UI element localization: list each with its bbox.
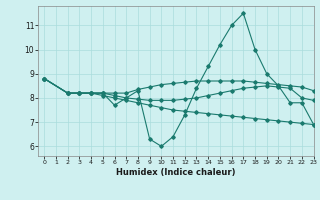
X-axis label: Humidex (Indice chaleur): Humidex (Indice chaleur): [116, 168, 236, 177]
